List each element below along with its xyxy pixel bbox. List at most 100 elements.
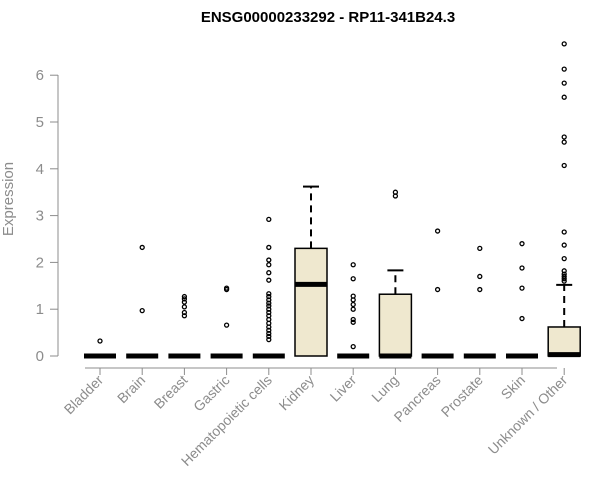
outlier-point: [266, 313, 272, 319]
outlier-point: [561, 271, 567, 277]
y-tick-label: 4: [36, 161, 44, 178]
outlier-point: [266, 262, 272, 268]
outlier-point: [266, 306, 272, 312]
y-tick-label: 2: [36, 254, 44, 271]
outlier-point: [519, 265, 525, 271]
outlier-point: [477, 273, 483, 280]
outlier-point: [434, 286, 441, 293]
box-series: [84, 41, 581, 359]
outlier-point: [266, 303, 272, 309]
outlier-point: [350, 343, 356, 350]
outlier-point: [561, 268, 567, 274]
outlier-point: [561, 80, 567, 86]
outlier-point: [97, 338, 103, 344]
box-group: [252, 216, 285, 359]
outlier-point: [223, 285, 230, 291]
box-group: [378, 189, 413, 359]
box-rect: [378, 293, 413, 357]
box-group: [168, 293, 201, 359]
outlier-point: [139, 244, 145, 251]
outlier-point: [266, 327, 272, 333]
outlier-point: [266, 270, 272, 276]
x-tick-label: Skin: [498, 372, 529, 403]
chart-title: ENSG00000233292 - RP11-341B24.3: [201, 9, 455, 26]
outlier-point: [561, 273, 567, 280]
outlier-point: [266, 277, 272, 283]
outlier-point: [350, 301, 356, 308]
x-tick-label: Bladder: [61, 372, 107, 418]
x-tick-label: Pancreas: [391, 372, 444, 425]
y-tick-label: 0: [36, 348, 44, 365]
outlier-point: [181, 304, 188, 310]
x-tick-label: Brain: [114, 372, 148, 406]
outlier-point: [561, 94, 567, 100]
box-group: [463, 245, 496, 359]
y-ticks: 0 1 2 3 4 5 6: [36, 67, 58, 365]
outlier-point: [266, 330, 272, 337]
outlier-point: [561, 66, 567, 72]
x-tick-label: Kidney: [276, 372, 318, 414]
box-group: [506, 241, 538, 359]
outlier-point: [181, 313, 188, 319]
outlier-point: [350, 306, 356, 312]
outlier-point: [350, 319, 356, 325]
x-tick-label: Lung: [368, 372, 401, 405]
outlier-point: [561, 276, 567, 282]
outlier-point: [350, 276, 356, 282]
outlier-point: [561, 134, 567, 140]
outlier-point: [519, 285, 525, 291]
outlier-point: [266, 333, 272, 339]
box-group: [294, 185, 328, 357]
outlier-point: [519, 315, 525, 322]
outlier-point: [181, 296, 188, 302]
outlier-point: [561, 41, 567, 47]
x-tick-label: Prostate: [438, 372, 486, 420]
outlier-point: [477, 245, 483, 252]
box-group: [84, 338, 116, 359]
y-axis-label: Expression: [0, 162, 17, 236]
outlier-point: [477, 286, 483, 293]
y-tick-label: 1: [36, 301, 44, 318]
x-tick-label: Unknown / Other: [485, 372, 571, 458]
outlier-point: [350, 316, 356, 323]
outlier-point: [266, 244, 272, 251]
y-tick-label: 5: [36, 114, 44, 131]
outlier-point: [181, 293, 188, 300]
outlier-point: [561, 256, 567, 262]
outlier-point: [266, 216, 272, 222]
outlier-point: [561, 229, 567, 235]
outlier-point: [561, 139, 567, 145]
outlier-point: [519, 241, 525, 247]
outlier-point: [392, 189, 399, 195]
outlier-point: [181, 309, 188, 316]
box-rect: [547, 326, 581, 357]
outlier-point: [139, 307, 145, 314]
box-group: [337, 262, 370, 359]
y-tick-label: 3: [36, 208, 44, 225]
outlier-point: [434, 228, 441, 234]
box-group: [421, 228, 454, 359]
box-group: [210, 285, 243, 359]
y-tick-label: 6: [36, 67, 44, 84]
outlier-point: [561, 162, 567, 169]
outlier-point: [266, 257, 272, 263]
outlier-point: [181, 299, 188, 305]
box-group: [547, 41, 581, 358]
outlier-point: [266, 291, 272, 297]
x-tick-label: Liver: [327, 372, 360, 405]
outlier-point: [266, 293, 272, 300]
box-group: [126, 244, 159, 359]
outlier-point: [561, 242, 567, 248]
x-tick-label: Breast: [151, 372, 191, 412]
outlier-point: [223, 322, 230, 328]
outlier-point: [266, 297, 272, 303]
outlier-point: [266, 336, 272, 343]
box-rect: [294, 247, 328, 357]
outlier-point: [350, 262, 356, 268]
outlier-point: [266, 309, 272, 316]
outlier-point: [350, 293, 356, 299]
outlier-point: [266, 300, 272, 306]
outlier-point: [561, 278, 567, 284]
